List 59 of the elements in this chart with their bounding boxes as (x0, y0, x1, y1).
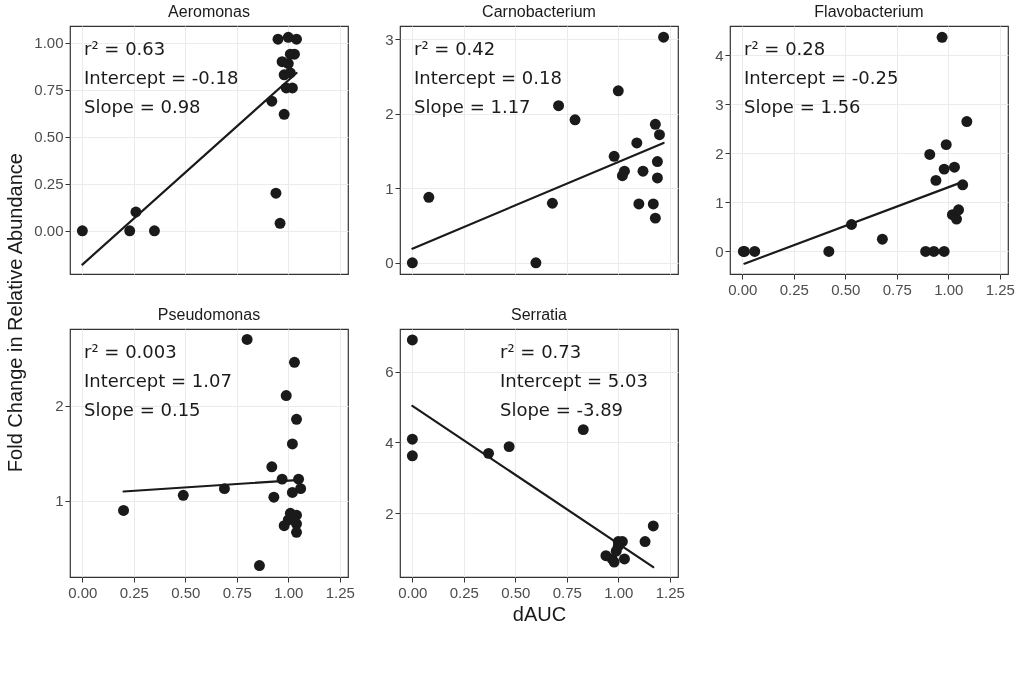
annotation: Intercept = -0.18 (84, 67, 239, 88)
y-tick-label: 2 (55, 397, 64, 415)
y-tick-label: 2 (385, 105, 394, 123)
y-tick-label: 2 (715, 144, 724, 162)
x-tick-label: 1.25 (325, 583, 355, 601)
annotation: Intercept = 5.03 (500, 370, 648, 391)
y-axis-title: Fold Change in Relative Abundance (4, 153, 27, 473)
annotation: Slope = 0.15 (84, 399, 201, 420)
x-axis-title: dAUC (512, 602, 567, 625)
x-tick-label: 0.50 (501, 583, 531, 601)
x-tick-label: 1.00 (274, 583, 304, 601)
y-tick-label: 1.00 (34, 34, 64, 52)
y-tick-label: 0 (715, 242, 724, 260)
chart-title: Serratia (510, 306, 568, 323)
annotation: Slope = -3.89 (500, 399, 624, 420)
annotation: Intercept = -0.25 (744, 67, 899, 88)
annotation: Slope = 1.17 (414, 96, 531, 117)
x-tick-label: 0.50 (171, 583, 201, 601)
chart-title: Carnobacterium (482, 3, 596, 20)
y-tick-label: 4 (715, 46, 724, 64)
x-tick-label: 1.25 (985, 280, 1015, 298)
y-tick-label: 0.00 (34, 222, 64, 240)
chart-title: Pseudomonas (157, 306, 261, 323)
x-tick-label: 1.00 (604, 583, 634, 601)
x-tick-label: 0.75 (552, 583, 582, 601)
y-tick-label: 2 (385, 504, 394, 522)
y-tick-label: 0.25 (34, 175, 64, 193)
y-tick-label: 1 (55, 492, 64, 510)
y-tick-label: 0 (385, 254, 394, 272)
annotation: Intercept = 0.18 (414, 67, 562, 88)
x-tick-label: 1.00 (934, 280, 964, 298)
y-tick-label: 1 (385, 179, 394, 197)
annotation: r² = 0.003 (84, 341, 177, 362)
chart-title: Aeromonas (168, 3, 250, 20)
y-tick-label: 6 (385, 363, 394, 381)
y-tick-label: 0.75 (34, 81, 64, 99)
y-tick-label: 3 (715, 95, 724, 113)
x-tick-label: 0.25 (449, 583, 479, 601)
x-tick-label: 0.75 (882, 280, 912, 298)
x-tick-label: 0.25 (119, 583, 149, 601)
x-tick-label: 0.50 (831, 280, 861, 298)
x-tick-label: 0.25 (779, 280, 809, 298)
y-tick-label: 3 (385, 30, 394, 48)
chart-title: Flavobacterium (814, 3, 924, 20)
x-tick-label: 0.00 (728, 280, 758, 298)
annotation: Intercept = 1.07 (84, 370, 232, 391)
x-tick-label: 0.00 (68, 583, 98, 601)
x-tick-label: 0.00 (398, 583, 428, 601)
y-tick-label: 0.50 (34, 128, 64, 146)
annotation: r² = 0.73 (500, 341, 582, 362)
x-tick-label: 1.25 (655, 583, 685, 601)
annotation: Slope = 0.98 (84, 96, 201, 117)
y-tick-label: 1 (715, 193, 724, 211)
annotation: Slope = 1.56 (744, 96, 861, 117)
y-tick-label: 4 (385, 433, 394, 451)
x-tick-label: 0.75 (222, 583, 252, 601)
annotation: r² = 0.28 (744, 38, 826, 59)
annotation: r² = 0.63 (84, 38, 166, 59)
annotation: r² = 0.42 (414, 38, 496, 59)
